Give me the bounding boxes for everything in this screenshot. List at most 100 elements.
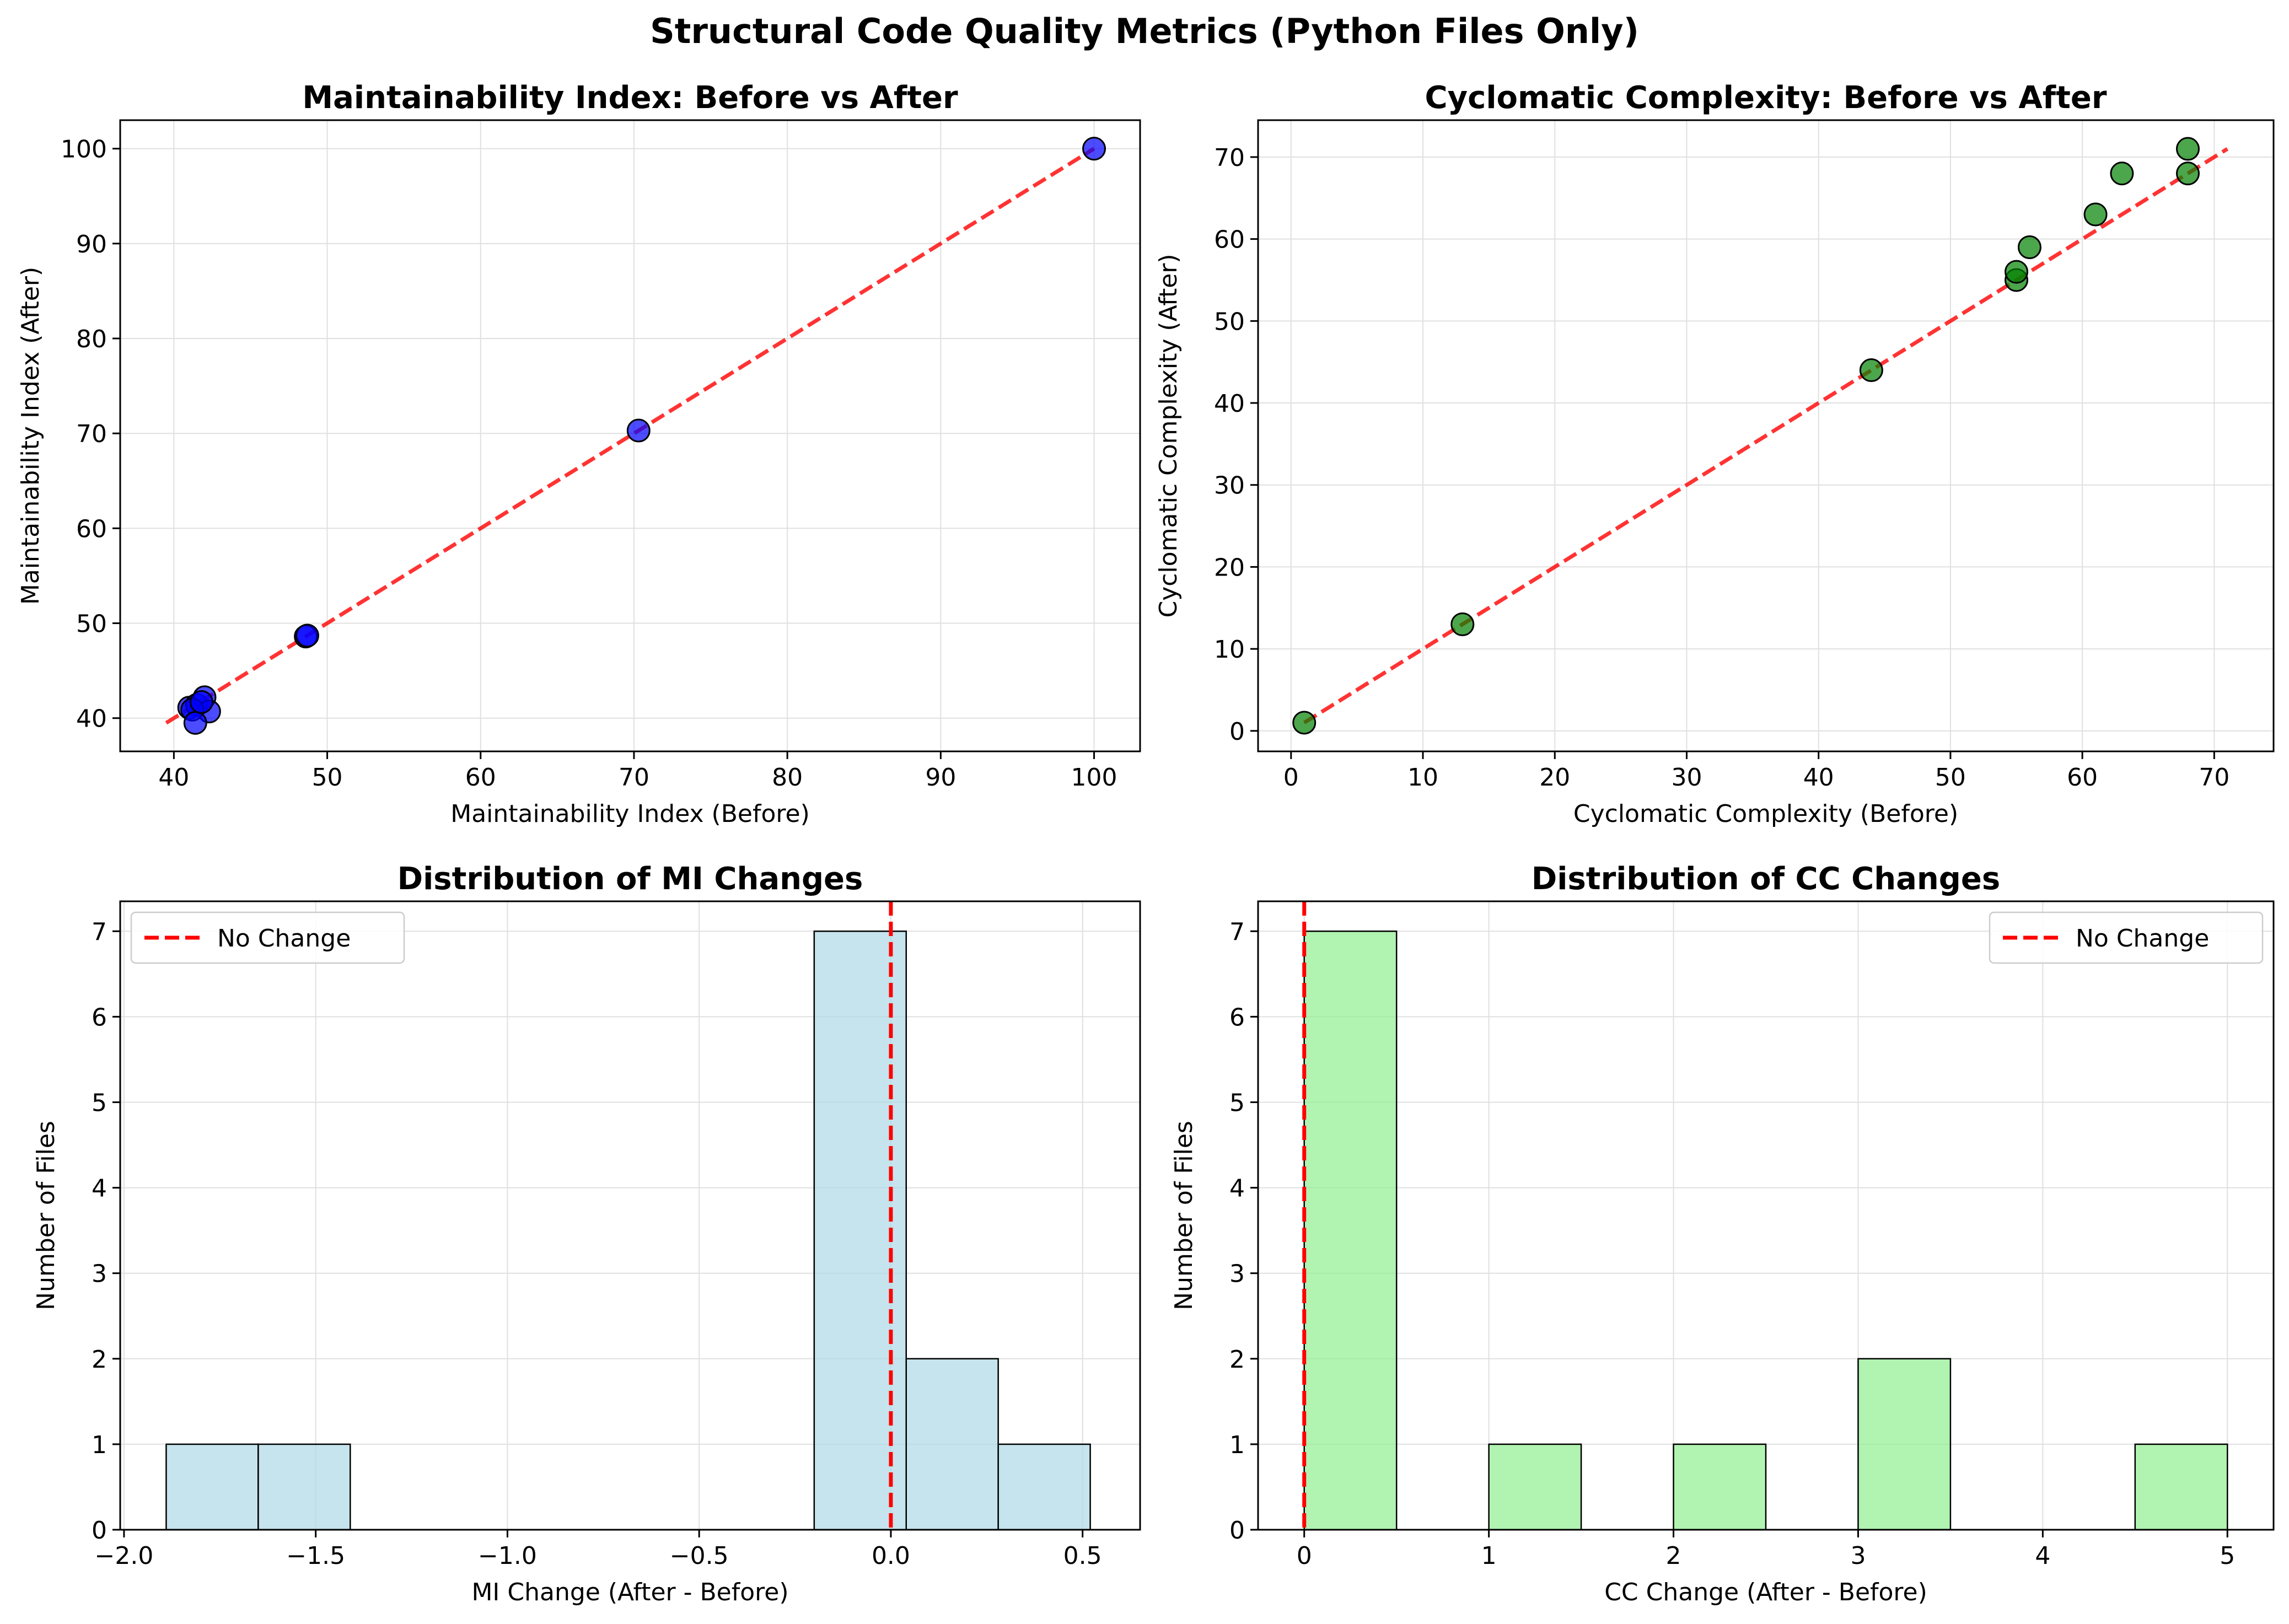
- axes-frame: [1257, 900, 2275, 1531]
- y-tick-label: 7: [92, 918, 107, 946]
- histogram-bar: [1303, 931, 1398, 1531]
- x-tick-label: 40: [158, 763, 189, 792]
- y-tick-label: 60: [76, 515, 107, 543]
- scatter-point: [2176, 162, 2200, 186]
- histogram-bar: [257, 1443, 351, 1531]
- y-tick-label: 60: [1214, 226, 1245, 254]
- x-axis-label: Maintainability Index (Before): [450, 800, 810, 828]
- histogram-bar: [1488, 1443, 1582, 1531]
- x-tick-label: −2.0: [95, 1542, 154, 1570]
- legend-label: No Change: [217, 924, 351, 953]
- y-tick-label: 50: [1214, 308, 1245, 336]
- x-tick-label: 50: [1935, 763, 1966, 792]
- x-axis-label: Cyclomatic Complexity (Before): [1573, 800, 1958, 828]
- diagonal-reference-line: [165, 147, 1095, 725]
- legend: No Change: [1989, 911, 2264, 964]
- chart-title: Cyclomatic Complexity: Before vs After: [1425, 80, 2107, 116]
- y-tick-label: 0: [92, 1517, 107, 1545]
- histogram-bar: [165, 1443, 259, 1531]
- y-tick-label: 4: [92, 1175, 107, 1203]
- y-tick-label: 70: [1214, 144, 1245, 172]
- x-tick-label: 40: [1803, 763, 1834, 792]
- y-tick-label: 7: [1229, 918, 1245, 946]
- chart-panel-1: 40 50 60 70 80 90 100 40 50 60 70 80 90 100 Maintainab…: [17, 80, 1141, 828]
- x-tick-label: 90: [925, 763, 956, 792]
- y-tick-label: 20: [1214, 553, 1245, 582]
- histogram-bar: [1857, 1358, 1952, 1531]
- scatter-point: [183, 711, 207, 735]
- chart-panel-2: 0 10 20 30 40 50 60 70 0 10 20 30 40 50 60 70 Cyclomatic…: [1154, 80, 2275, 828]
- y-tick-label: 80: [76, 325, 107, 353]
- x-tick-label: 60: [465, 763, 496, 792]
- x-tick-label: −1.5: [286, 1542, 345, 1570]
- x-tick-label: 60: [2067, 763, 2098, 792]
- y-tick-label: 1: [92, 1431, 107, 1459]
- x-tick-label: 1: [1481, 1542, 1497, 1570]
- y-tick-label: 40: [76, 705, 107, 733]
- histogram-bar: [2134, 1443, 2228, 1531]
- scatter-point: [1292, 711, 1317, 735]
- chart-panel-4: 0 1 2 3 4 5 0 1 2 3 4 5 6 7 Distribution of CC Changes…: [1170, 861, 2275, 1606]
- chart-title: Distribution of CC Changes: [1532, 861, 2000, 897]
- chart-title: Distribution of MI Changes: [397, 861, 863, 897]
- scatter-point: [2017, 235, 2041, 259]
- y-axis-label: Number of Files: [1170, 1121, 1198, 1310]
- y-tick-label: 70: [76, 420, 107, 448]
- y-axis-label: Maintainability Index (After): [17, 267, 45, 605]
- legend-box: [130, 911, 405, 964]
- scatter-point: [1450, 612, 1475, 637]
- scatter-point: [2005, 260, 2029, 284]
- diagonal-reference-line: [1303, 147, 2229, 724]
- axes-frame: [1257, 119, 2275, 752]
- axes-frame: [119, 119, 1141, 752]
- y-tick-label: 1: [1229, 1431, 1245, 1459]
- scatter-point: [295, 623, 319, 648]
- legend-box: [1989, 911, 2264, 964]
- y-tick-label: 100: [61, 136, 107, 164]
- x-tick-label: 2: [1666, 1542, 1681, 1570]
- legend: No Change: [130, 911, 405, 964]
- y-tick-label: 3: [1229, 1260, 1245, 1288]
- y-tick-label: 30: [1214, 472, 1245, 500]
- scatter-point: [2083, 202, 2108, 227]
- y-tick-label: 3: [92, 1260, 107, 1288]
- x-tick-label: 3: [1850, 1542, 1866, 1570]
- y-tick-label: 6: [1229, 1003, 1245, 1031]
- y-axis-label: Cyclomatic Complexity (After): [1154, 254, 1183, 617]
- y-tick-label: 90: [76, 230, 107, 259]
- y-tick-label: 4: [1229, 1175, 1245, 1203]
- x-tick-label: 0.5: [1063, 1542, 1102, 1570]
- x-tick-label: 50: [312, 763, 343, 792]
- panels: 40 50 60 70 80 90 100405060708090100Maintainab…: [17, 80, 2275, 1606]
- x-tick-label: 5: [2220, 1542, 2235, 1570]
- legend-label: No Change: [2076, 924, 2209, 953]
- axes-frame: [119, 900, 1141, 1531]
- y-tick-label: 2: [92, 1346, 107, 1374]
- y-tick-label: 50: [76, 610, 107, 638]
- x-tick-label: −0.5: [670, 1542, 729, 1570]
- y-tick-label: 5: [1229, 1089, 1245, 1117]
- y-tick-label: 0: [1229, 1517, 1245, 1545]
- y-tick-label: 2: [1229, 1346, 1245, 1374]
- x-tick-label: 0.0: [872, 1542, 910, 1570]
- x-tick-label: 100: [1071, 763, 1117, 792]
- figure-suptitle: Structural Code Quality Metrics (Python …: [650, 11, 1639, 51]
- x-tick-label: −1.0: [478, 1542, 537, 1570]
- scatter-point: [2110, 162, 2134, 186]
- x-axis-label: MI Change (After - Before): [471, 1578, 788, 1606]
- x-axis-label: CC Change (After - Before): [1604, 1578, 1927, 1606]
- x-tick-label: 30: [1671, 763, 1702, 792]
- x-tick-label: 20: [1539, 763, 1570, 792]
- x-tick-label: 0: [1297, 1542, 1312, 1570]
- y-axis-label: Number of Files: [32, 1121, 60, 1310]
- y-tick-label: 0: [1229, 718, 1245, 746]
- y-tick-label: 40: [1214, 390, 1245, 418]
- histogram-bar: [997, 1443, 1091, 1531]
- y-tick-label: 6: [92, 1003, 107, 1031]
- x-tick-label: 70: [619, 763, 649, 792]
- y-tick-label: 5: [92, 1089, 107, 1117]
- scatter-point: [1082, 137, 1106, 161]
- x-tick-label: 10: [1407, 763, 1438, 792]
- x-tick-label: 80: [772, 763, 803, 792]
